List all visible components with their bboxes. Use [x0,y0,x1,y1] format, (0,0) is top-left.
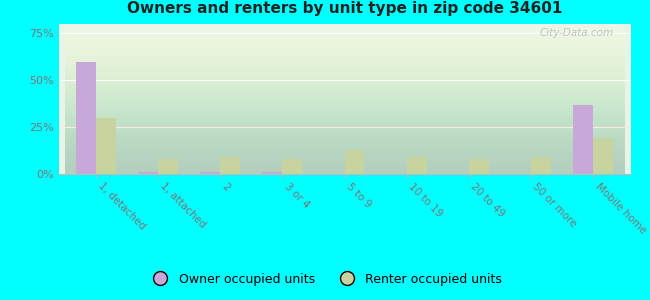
Bar [469,159,489,174]
Bar [407,157,426,174]
Bar [96,118,116,174]
Bar [531,157,551,174]
Bar [263,172,282,174]
Bar [138,172,158,174]
Bar [220,157,240,174]
Text: City-Data.com: City-Data.com [540,28,614,38]
Bar [593,138,613,174]
Legend: Owner occupied units, Renter occupied units: Owner occupied units, Renter occupied un… [143,268,507,291]
Bar [573,105,593,174]
Bar [200,172,220,174]
Bar [76,61,96,174]
Bar [282,159,302,174]
Bar [344,150,365,174]
Title: Owners and renters by unit type in zip code 34601: Owners and renters by unit type in zip c… [127,1,562,16]
Bar [158,159,178,174]
